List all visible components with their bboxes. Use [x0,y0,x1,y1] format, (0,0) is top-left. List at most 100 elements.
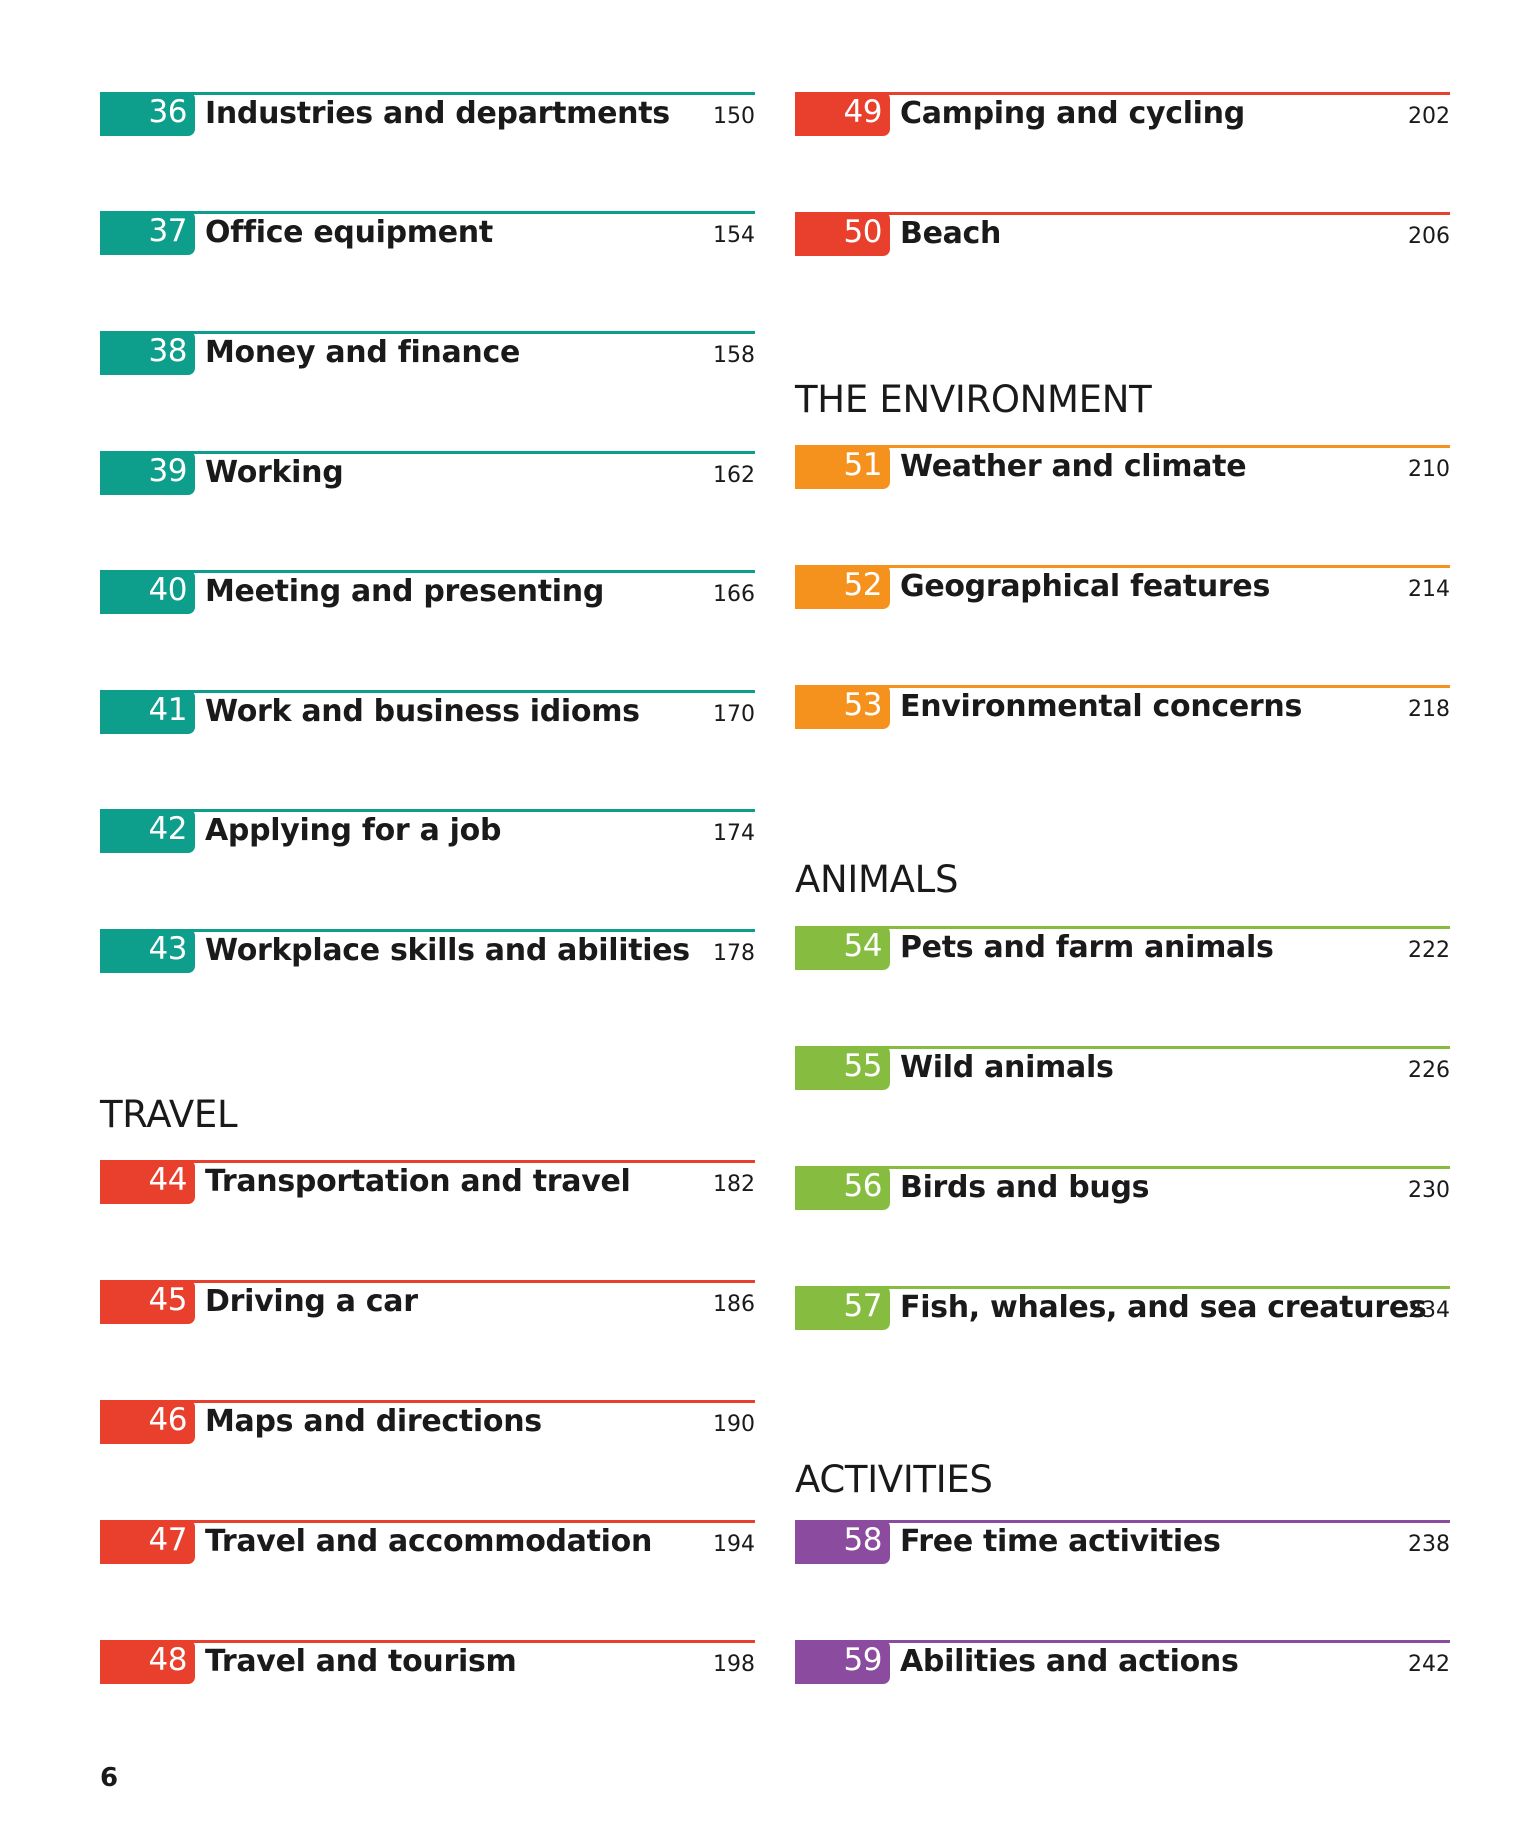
page-number: 206 [1408,224,1450,249]
contents-entry[interactable]: 48 Travel and tourism 198 [100,1640,755,1686]
unit-title: Office equipment [205,215,493,250]
page-number: 218 [1408,697,1450,722]
unit-number-badge: 51 [795,445,890,489]
unit-title: Free time activities [900,1524,1221,1559]
unit-title: Environmental concerns [900,689,1303,724]
contents-entry[interactable]: 59 Abilities and actions 242 [795,1640,1450,1686]
entry-rule [100,809,755,812]
entry-rule [100,1640,755,1643]
contents-entry[interactable]: 42 Applying for a job 174 [100,809,755,855]
unit-title: Applying for a job [205,813,502,848]
contents-entry[interactable]: 53 Environmental concerns 218 [795,685,1450,731]
unit-number-badge: 50 [795,212,890,256]
entry-rule [795,1640,1450,1643]
unit-number-badge: 58 [795,1520,890,1564]
unit-title: Work and business idioms [205,694,640,729]
page-number: 194 [713,1532,755,1557]
page-number: 226 [1408,1058,1450,1083]
contents-entry[interactable]: 47 Travel and accommodation 194 [100,1520,755,1566]
page-number: 154 [713,223,755,248]
unit-title: Geographical features [900,569,1271,604]
contents-entry[interactable]: 40 Meeting and presenting 166 [100,570,755,616]
page-number: 166 [713,582,755,607]
entry-rule [795,445,1450,448]
unit-title: Industries and departments [205,96,670,131]
entry-rule [795,92,1450,95]
entry-rule [100,929,755,932]
unit-number-badge: 53 [795,685,890,729]
unit-title: Travel and accommodation [205,1524,653,1559]
page-number: 210 [1408,457,1450,482]
contents-entry[interactable]: 49 Camping and cycling 202 [795,92,1450,138]
entry-rule [100,451,755,454]
page-number: 178 [713,941,755,966]
unit-number-badge: 42 [100,809,195,853]
entry-rule [100,92,755,95]
page-folio: 6 [100,1763,119,1793]
contents-entry[interactable]: 56 Birds and bugs 230 [795,1166,1450,1212]
contents-entry[interactable]: 44 Transportation and travel 182 [100,1160,755,1206]
contents-entry[interactable]: 37 Office equipment 154 [100,211,755,257]
contents-entry[interactable]: 38 Money and finance 158 [100,331,755,377]
contents-entry[interactable]: 45 Driving a car 186 [100,1280,755,1326]
unit-title: Camping and cycling [900,96,1245,131]
entry-rule [795,212,1450,215]
unit-number-badge: 57 [795,1286,890,1330]
entry-rule [100,1400,755,1403]
unit-number-badge: 41 [100,690,195,734]
unit-number-badge: 40 [100,570,195,614]
unit-title: Money and finance [205,335,521,370]
page-number: 170 [713,702,755,727]
unit-number-badge: 45 [100,1280,195,1324]
entry-rule [795,1166,1450,1169]
entry-rule [795,926,1450,929]
unit-number-badge: 59 [795,1640,890,1684]
unit-title: Driving a car [205,1284,418,1319]
contents-entry[interactable]: 46 Maps and directions 190 [100,1400,755,1446]
page-number: 238 [1408,1532,1450,1557]
page-number: 198 [713,1652,755,1677]
unit-number-badge: 38 [100,331,195,375]
unit-number-badge: 55 [795,1046,890,1090]
section-heading-environment: THE ENVIRONMENT [795,378,1152,421]
page-number: 162 [713,463,755,488]
unit-title: Meeting and presenting [205,574,605,609]
unit-number-badge: 43 [100,929,195,973]
page-number: 150 [713,104,755,129]
unit-number-badge: 46 [100,1400,195,1444]
contents-entry[interactable]: 54 Pets and farm animals 222 [795,926,1450,972]
page-number: 222 [1408,938,1450,963]
page-number: 186 [713,1292,755,1317]
contents-entry[interactable]: 43 Workplace skills and abilities 178 [100,929,755,975]
unit-number-badge: 52 [795,565,890,609]
unit-title: Transportation and travel [205,1164,631,1199]
entry-rule [795,565,1450,568]
contents-entry[interactable]: 39 Working 162 [100,451,755,497]
unit-number-badge: 54 [795,926,890,970]
section-heading-travel: TRAVEL [100,1093,238,1136]
page-number: 182 [713,1172,755,1197]
contents-entry[interactable]: 41 Work and business idioms 170 [100,690,755,736]
contents-entry[interactable]: 57 Fish, whales, and sea creatures 234 [795,1286,1450,1332]
entry-rule [100,211,755,214]
contents-entry[interactable]: 55 Wild animals 226 [795,1046,1450,1092]
unit-title: Pets and farm animals [900,930,1274,965]
contents-entry[interactable]: 58 Free time activities 238 [795,1520,1450,1566]
entry-rule [795,1286,1450,1289]
page-number: 190 [713,1412,755,1437]
entry-rule [795,1046,1450,1049]
page-number: 158 [713,343,755,368]
contents-entry[interactable]: 36 Industries and departments 150 [100,92,755,138]
unit-number-badge: 44 [100,1160,195,1204]
contents-entry[interactable]: 51 Weather and climate 210 [795,445,1450,491]
unit-title: Fish, whales, and sea creatures [900,1290,1427,1325]
entry-rule [100,1280,755,1283]
unit-number-badge: 36 [100,92,195,136]
contents-entry[interactable]: 52 Geographical features 214 [795,565,1450,611]
unit-title: Travel and tourism [205,1644,517,1679]
contents-entry[interactable]: 50 Beach 206 [795,212,1450,258]
unit-title: Birds and bugs [900,1170,1150,1205]
section-heading-activities: ACTIVITIES [795,1458,993,1501]
entry-rule [795,1520,1450,1523]
